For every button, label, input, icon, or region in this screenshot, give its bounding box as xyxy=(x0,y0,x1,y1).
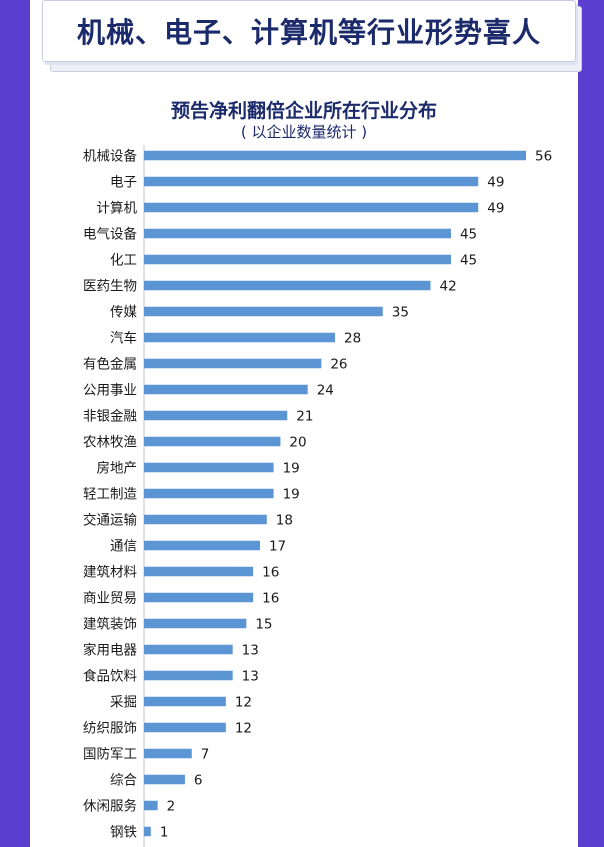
bar xyxy=(144,774,185,785)
value-label: 12 xyxy=(235,695,252,711)
bar xyxy=(144,800,158,811)
value-label: 49 xyxy=(487,201,504,217)
value-label: 49 xyxy=(487,175,504,191)
bar xyxy=(144,462,274,473)
category-label: 传媒 xyxy=(110,305,137,321)
category-label: 机械设备 xyxy=(83,148,137,165)
category-label: 医药生物 xyxy=(83,279,137,295)
bar xyxy=(144,202,479,213)
bar xyxy=(144,488,274,499)
category-label: 商业贸易 xyxy=(83,591,137,607)
value-label: 26 xyxy=(330,357,347,373)
value-label: 13 xyxy=(242,669,259,685)
category-label: 电子 xyxy=(110,175,137,191)
value-label: 1 xyxy=(160,825,169,841)
bar xyxy=(144,644,233,655)
category-label: 计算机 xyxy=(97,201,138,217)
banner-title: 机械、电子、计算机等行业形势喜人 xyxy=(76,16,541,49)
value-label: 45 xyxy=(460,227,477,243)
value-label: 19 xyxy=(283,461,300,477)
bar xyxy=(144,332,335,343)
value-label: 7 xyxy=(201,747,210,763)
value-label: 28 xyxy=(344,331,361,347)
bar xyxy=(144,436,281,447)
value-label: 35 xyxy=(392,305,409,321)
chart-title: 预告净利翻倍企业所在行业分布 xyxy=(170,100,437,122)
bar xyxy=(144,566,254,577)
category-label: 有色金属 xyxy=(83,356,137,373)
category-label: 汽车 xyxy=(110,330,137,347)
value-label: 2 xyxy=(167,799,176,815)
bar xyxy=(144,696,226,707)
category-label: 房地产 xyxy=(97,461,138,477)
chart-subtitle: ( 以企业数量统计 ) xyxy=(240,123,368,141)
category-label: 家用电器 xyxy=(83,642,137,659)
value-label: 16 xyxy=(262,591,279,607)
bar xyxy=(144,826,151,837)
category-label: 交通运输 xyxy=(83,512,137,529)
bar xyxy=(144,384,308,395)
category-label: 农林牧渔 xyxy=(83,435,137,451)
bar xyxy=(144,358,322,369)
bar xyxy=(144,306,383,317)
bar xyxy=(144,254,451,265)
value-label: 42 xyxy=(440,279,457,295)
bar xyxy=(144,540,260,551)
bar xyxy=(144,592,254,603)
value-label: 45 xyxy=(460,253,477,269)
category-label: 休闲服务 xyxy=(83,799,137,815)
category-label: 通信 xyxy=(110,539,137,555)
category-label: 采掘 xyxy=(110,695,137,711)
content-panel xyxy=(30,0,578,847)
value-label: 18 xyxy=(276,513,293,529)
category-label: 化工 xyxy=(110,253,137,269)
bar xyxy=(144,514,267,525)
bar xyxy=(144,722,226,733)
value-label: 12 xyxy=(235,721,252,737)
category-label: 综合 xyxy=(110,773,137,789)
bar xyxy=(144,410,288,421)
value-label: 17 xyxy=(269,539,286,555)
category-label: 建筑装饰 xyxy=(83,617,137,633)
bar xyxy=(144,176,479,187)
bar xyxy=(144,748,192,759)
category-label: 国防军工 xyxy=(83,747,137,763)
bar xyxy=(144,280,431,291)
bar xyxy=(144,228,451,239)
bar xyxy=(144,618,247,629)
category-label: 钢铁 xyxy=(110,825,137,841)
category-label: 食品饮料 xyxy=(83,668,137,685)
value-label: 6 xyxy=(194,773,203,789)
value-label: 56 xyxy=(535,149,552,165)
value-label: 24 xyxy=(317,383,334,399)
banner: 机械、电子、计算机等行业形势喜人 xyxy=(42,0,576,62)
category-label: 非银金融 xyxy=(83,409,137,425)
value-label: 13 xyxy=(242,643,259,659)
value-label: 16 xyxy=(262,565,279,581)
category-label: 公用事业 xyxy=(83,383,137,399)
category-label: 纺织服饰 xyxy=(83,721,137,737)
category-label: 建筑材料 xyxy=(83,565,137,581)
bar xyxy=(144,150,526,161)
value-label: 15 xyxy=(255,617,272,633)
category-label: 轻工制造 xyxy=(83,487,137,503)
value-label: 19 xyxy=(283,487,300,503)
value-label: 21 xyxy=(296,409,313,425)
value-label: 20 xyxy=(289,435,306,451)
bar xyxy=(144,670,233,681)
category-label: 电气设备 xyxy=(83,226,137,243)
